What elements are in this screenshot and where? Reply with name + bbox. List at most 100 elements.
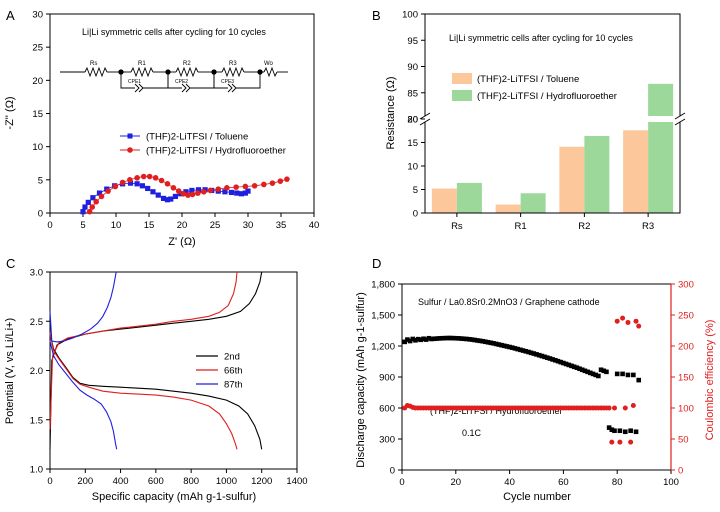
data-point [158,177,165,184]
x-tick-label: Rs [451,221,463,232]
x-tick-label: R3 [642,221,654,232]
data-point [582,368,588,374]
data-point [90,195,96,201]
data-point [542,354,547,360]
bar-R3-0 [623,130,649,213]
data-point [172,193,178,200]
data-point [164,181,171,187]
data-point [189,187,195,194]
data-point [96,190,103,196]
data-point [544,355,550,360]
circuit-label-cpe2: CPE2 [175,79,188,85]
y2-tick-label: 0 [678,466,683,477]
x-tick-label: 0 [47,476,52,487]
y2-tick-label: 300 [678,280,694,291]
data-point [434,336,440,341]
panel-d: D 0 20 40 60 80 100 0 300 600 900 1,200 1,500 1,800… [355,256,716,503]
curve-2nd-discharge [49,332,263,450]
data-point [207,187,214,194]
circuit-wire [167,72,182,89]
legend-a-marker-toluene [127,133,133,139]
cpe-plate [227,83,233,93]
data-point [284,176,290,182]
x-axis-ticks-c: 0 200 400 600 800 1000 1200 1400 [47,469,308,487]
axis-break-mark [419,112,431,120]
x-axis-label-c: Specific capacity (mAh g-1-sulfur) [92,491,256,503]
data-point [89,204,96,210]
data-point [415,336,421,342]
x-tick-label: 20 [177,220,188,231]
data-point [152,175,159,181]
y2-tick-label: 50 [678,435,689,446]
data-point [507,344,512,350]
data-point [590,371,596,377]
y2-axis-label-d: Coulombic efficiency (%) [704,320,716,441]
data-point [477,338,483,344]
axis-break-mark [674,112,686,120]
axis-break-mark [419,118,431,126]
data-point [224,184,230,191]
x-tick-label: R1 [515,221,527,232]
data-point [134,175,140,181]
data-point [112,183,119,190]
y2-tick-label: 250 [678,311,694,322]
y-tick-label: 1,500 [371,311,395,322]
data-point [636,377,642,383]
data-point [531,351,537,356]
data-point [413,338,418,343]
data-point [577,366,582,372]
bar-Rs-0 [431,188,457,213]
legend-b-label-toluene: (THF)2-LiTFSI / Toluene [477,74,579,85]
data-point [574,365,580,370]
y-axis-label-b: Resistance (Ω) [385,76,397,149]
data-point [155,192,161,198]
x-tick-label: 400 [113,476,129,487]
y-tick-label: 5 [413,185,418,196]
y-tick-label: 25 [32,43,43,54]
data-point [139,183,145,189]
data-point [555,358,561,364]
y-tick-label: 95 [407,36,418,47]
data-point [614,371,620,377]
data-point [622,429,628,435]
data-point [222,189,228,195]
data-point [480,338,485,344]
data-point [86,208,93,215]
data-point [461,336,467,342]
y-tick-label: 80 [407,115,418,126]
data-point [588,370,593,376]
data-point [593,372,598,378]
x-tick-label: 800 [183,476,199,487]
curve-87th-charge [49,271,117,343]
curve-87th-discharge [49,340,118,450]
panel-c: C 0 200 400 600 800 1000 1200 1400 1.0 1.5 2.0 2.5… [4,256,308,503]
panel-letter-d: D [372,256,381,271]
data-point [407,338,413,344]
legend-c-label: 66th [224,366,243,377]
panel-letter-b: B [372,8,381,23]
data-point [509,345,515,350]
data-point [448,335,453,341]
data-point [410,336,416,342]
data-point [180,190,187,197]
data-point [402,339,407,345]
data-point [558,359,564,365]
y2-tick-label: 100 [678,404,694,415]
data-point [456,336,461,341]
data-point [617,439,623,445]
data-c [49,271,263,450]
x-tick-label: 60 [558,477,569,488]
y-tick-label: 0 [413,209,418,220]
cpe-plate [134,83,140,93]
data-point [450,335,456,341]
x-axis-ticks-a: 0 5 10 15 20 25 30 35 40 [47,213,319,231]
y-tick-label: 600 [379,404,395,415]
legend-b-swatch-toluene [452,73,472,84]
data-point [418,337,424,343]
y-tick-label: 0 [390,466,395,477]
circuit-label-r3: R3 [229,61,237,67]
bar-R1-0 [495,204,521,213]
bar-R3-1 [648,83,674,213]
data-point [636,323,642,329]
